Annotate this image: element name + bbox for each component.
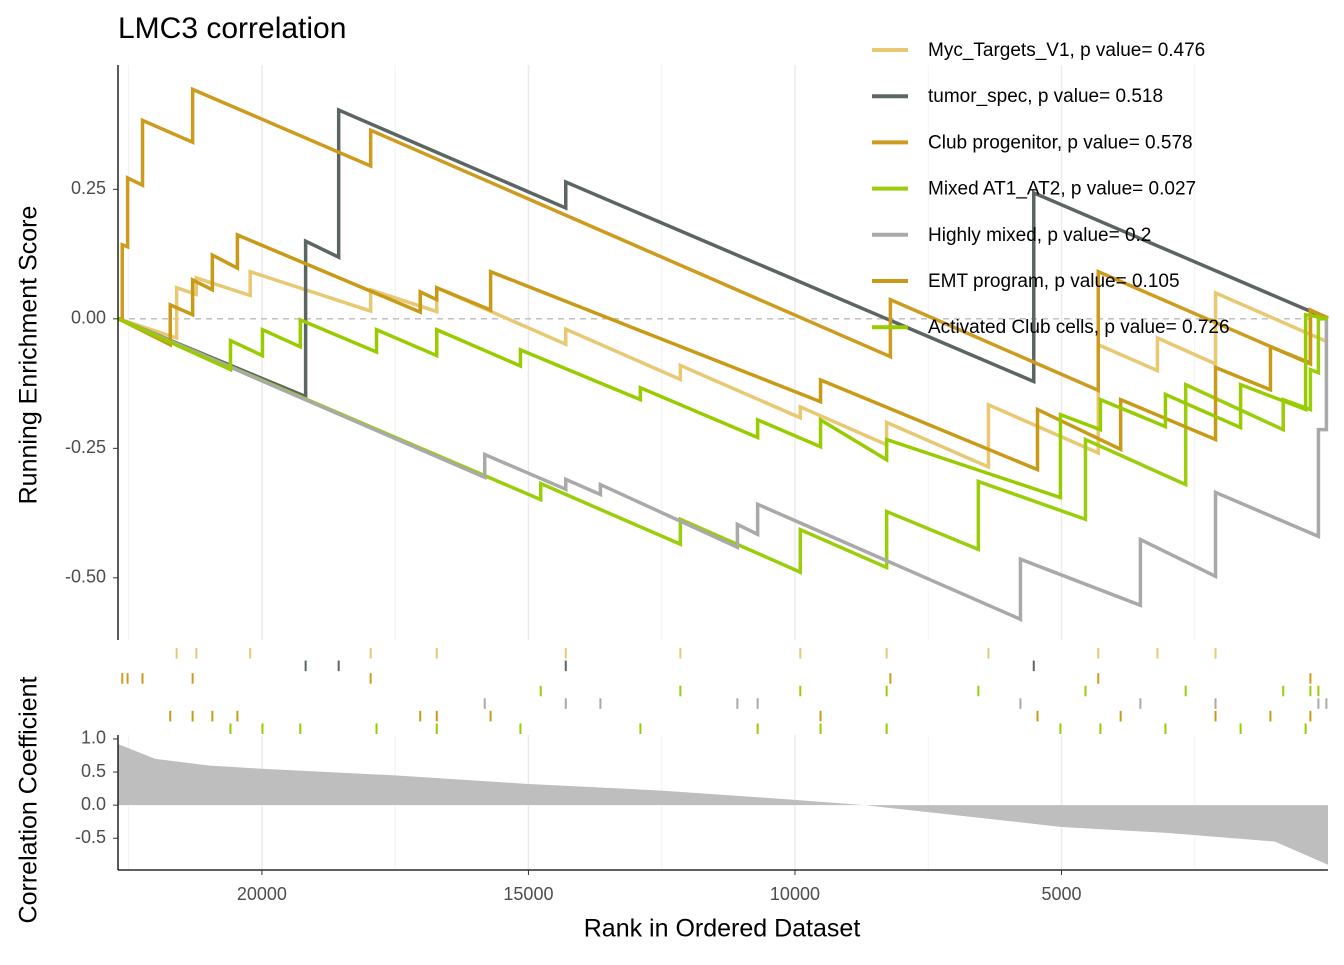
es-line bbox=[117, 232, 1329, 473]
es-line bbox=[118, 86, 1329, 393]
es-line bbox=[117, 269, 1329, 470]
x-tick-label: 10000 bbox=[770, 884, 820, 904]
y2-tick-label: 1.0 bbox=[81, 728, 106, 748]
y-tick-label: -0.25 bbox=[65, 437, 106, 457]
legend-label: Highly mixed, p value= 0.2 bbox=[928, 225, 1151, 246]
legend-label: Club progenitor, p value= 0.578 bbox=[928, 132, 1193, 153]
x-tick-label: 15000 bbox=[503, 884, 553, 904]
y2-tick-label: 0.0 bbox=[81, 794, 106, 814]
legend-label: Activated Club cells, p value= 0.726 bbox=[928, 317, 1230, 338]
legend-label: EMT program, p value= 0.105 bbox=[928, 271, 1180, 292]
y-tick-label: 0.00 bbox=[71, 308, 106, 328]
es-line bbox=[117, 312, 1329, 500]
y2-tick-label: -0.5 bbox=[75, 827, 106, 847]
legend-label: Myc_Targets_V1, p value= 0.476 bbox=[928, 40, 1205, 61]
y-axis-title: Running Enrichment Score bbox=[15, 206, 43, 505]
chart-title: LMC3 correlation bbox=[118, 12, 346, 45]
es-line bbox=[117, 317, 1329, 622]
y-tick-label: -0.50 bbox=[65, 567, 106, 587]
y2-axis-title: Correlation Coefficient bbox=[15, 677, 43, 924]
es-line bbox=[117, 317, 1328, 575]
correlation-area bbox=[118, 744, 1328, 865]
legend-label: Mixed AT1_AT2, p value= 0.027 bbox=[928, 179, 1196, 200]
x-tick-label: 20000 bbox=[237, 884, 287, 904]
y-tick-label: 0.25 bbox=[71, 178, 106, 198]
y2-tick-label: 0.5 bbox=[81, 761, 106, 781]
x-tick-label: 5000 bbox=[1041, 884, 1081, 904]
es-line bbox=[117, 107, 1329, 400]
legend-label: tumor_spec, p value= 0.518 bbox=[928, 86, 1163, 107]
x-axis-title: Rank in Ordered Dataset bbox=[584, 915, 861, 943]
